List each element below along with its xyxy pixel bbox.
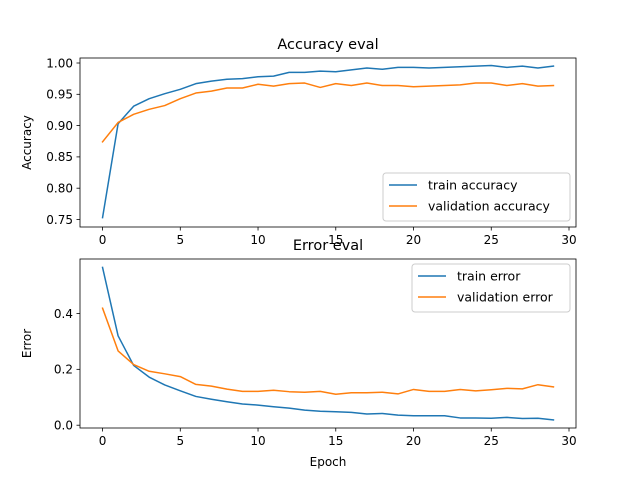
y-tick-label: 1.00 <box>46 56 73 70</box>
chart-panel-2: 0 5 10 15 20 25 30 0.0 0.2 0.4 Error eval Error Epoc… <box>20 238 577 469</box>
x-tick-label: 0 <box>99 233 107 247</box>
legend-label: train accuracy <box>428 178 518 193</box>
chart-title: Error eval <box>293 238 363 254</box>
legend-box <box>411 263 571 313</box>
chart-title: Accuracy eval <box>277 37 378 53</box>
y-tick-label: 0.80 <box>46 181 73 195</box>
x-tick-label: 15 <box>328 233 343 247</box>
y-tick-label: 0.4 <box>54 307 73 321</box>
chart-panel-1: 0 5 10 15 20 25 30 0.75 0.80 0.85 0.90 0.95 1.00 Accu… <box>20 37 577 247</box>
axes-frame <box>79 258 577 429</box>
y-tick-label: 0.95 <box>46 88 73 102</box>
series-line-2 <box>101 307 555 395</box>
legend-label: validation error <box>457 290 554 305</box>
axes-frame <box>79 57 577 228</box>
y-tick-label: 0.85 <box>46 150 73 164</box>
y-tick-label: 0.0 <box>54 419 73 433</box>
x-tick-label: 5 <box>176 434 184 448</box>
y-axis-label: Accuracy <box>20 115 34 170</box>
series-line-1 <box>101 266 555 421</box>
x-tick-label: 25 <box>484 434 499 448</box>
series-line-2 <box>101 82 555 143</box>
y-tick-label: 0.90 <box>46 119 73 133</box>
x-tick-label: 15 <box>328 434 343 448</box>
y-tick-label: 0.2 <box>54 363 73 377</box>
y-axis-label: Error <box>20 329 34 358</box>
series-line-1 <box>101 64 555 219</box>
legend-label: train error <box>457 269 521 284</box>
legend: train accuracy validation accuracy <box>382 172 571 222</box>
x-tick-label: 20 <box>406 434 421 448</box>
legend-box <box>382 172 571 222</box>
x-tick-label: 0 <box>99 434 107 448</box>
x-tick-label: 10 <box>250 434 265 448</box>
legend: train error validation error <box>411 263 571 313</box>
x-tick-label: 30 <box>561 434 576 448</box>
x-axis-label: Epoch <box>310 455 347 469</box>
y-tick-label: 0.75 <box>46 213 73 227</box>
x-tick-label: 25 <box>484 233 499 247</box>
legend-label: validation accuracy <box>428 199 551 214</box>
x-tick-label: 20 <box>406 233 421 247</box>
x-tick-label: 5 <box>176 233 184 247</box>
x-tick-label: 30 <box>561 233 576 247</box>
x-tick-label: 10 <box>250 233 265 247</box>
